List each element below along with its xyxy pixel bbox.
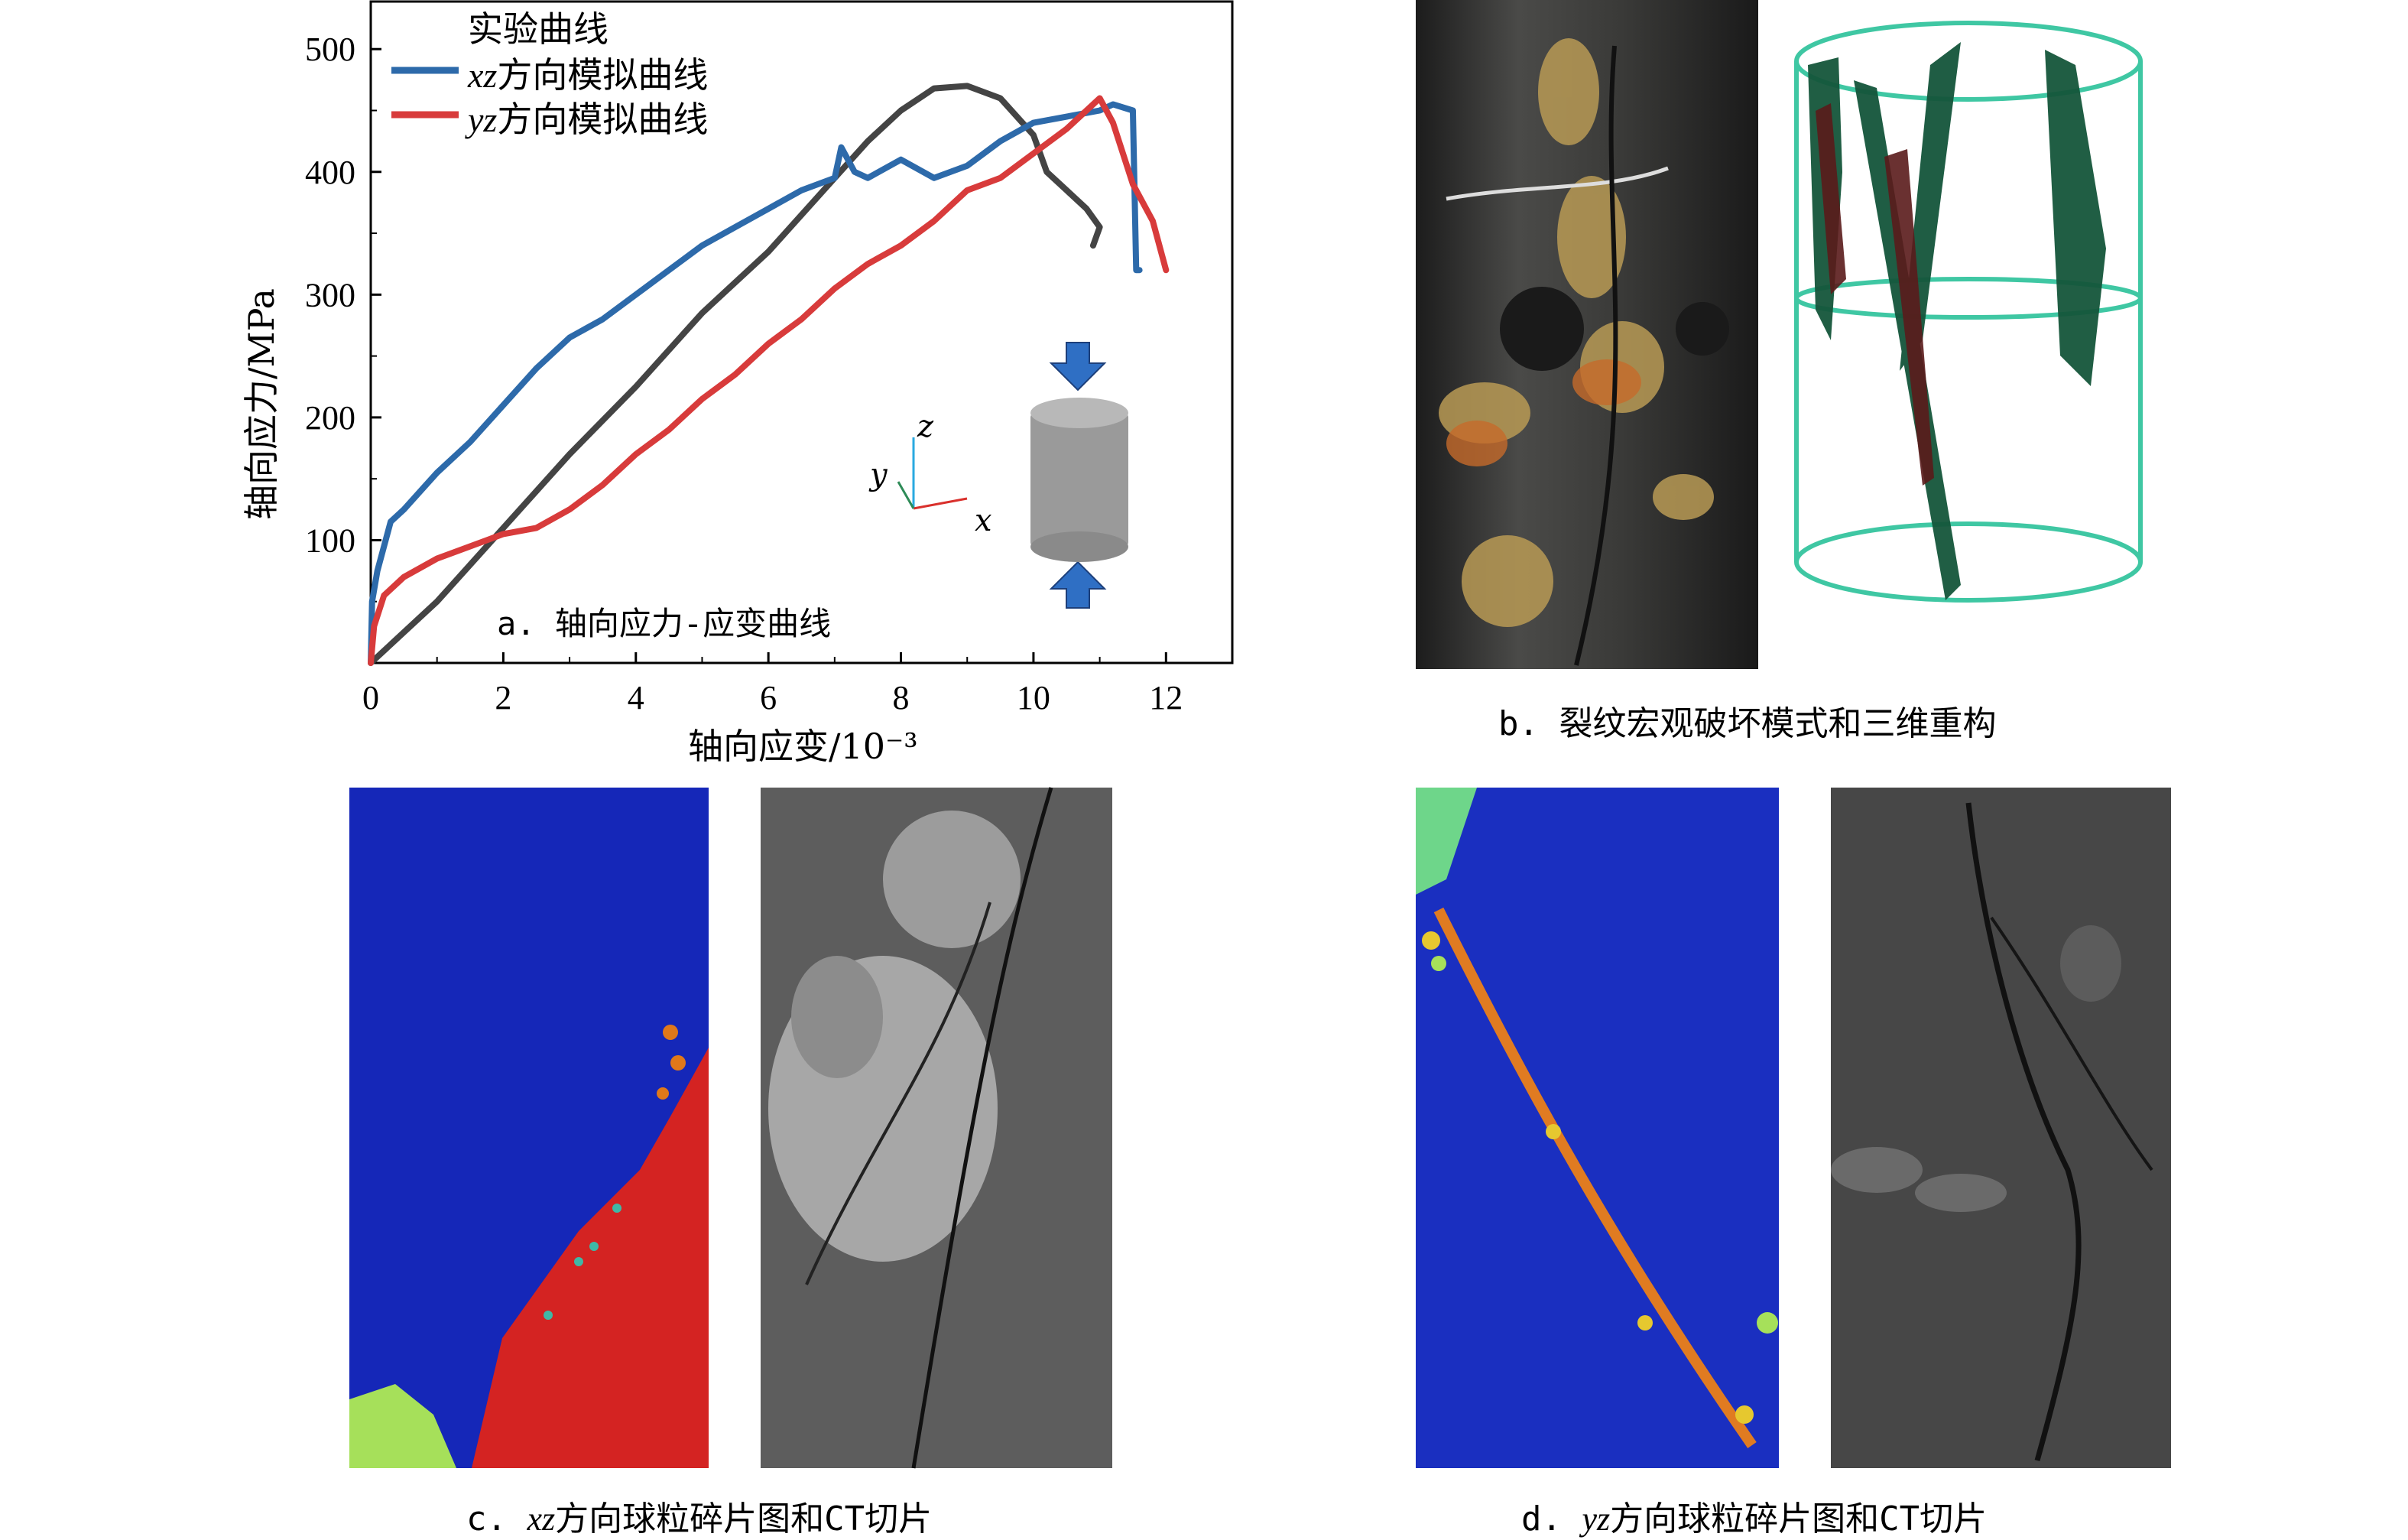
plot-frame — [369, 0, 1234, 664]
y-tick-label: 400 — [305, 154, 355, 191]
load-arrow-up-icon — [1049, 560, 1107, 609]
caption-b: b. 裂纹宏观破坏模式和三维重构 — [1498, 704, 1997, 743]
panel-b: b. 裂纹宏观破坏模式和三维重构 — [1407, 0, 2408, 765]
x-tick-label: 8 — [893, 679, 910, 716]
legend-entry-experiment: 实验曲线 — [468, 8, 608, 50]
y-axis-label: 轴向应力/MPa — [241, 288, 282, 520]
series-line-1 — [368, 101, 1143, 666]
y-tick-label: 300 — [305, 276, 355, 314]
y-tick-label: 500 — [305, 31, 355, 68]
x-axis-arrow-icon — [913, 497, 968, 510]
specimen-cylinder-icon — [1030, 413, 1128, 547]
panel-a-inner-label: a. 轴向应力-应变曲线 — [497, 605, 832, 642]
x-tick-label: 10 — [1017, 679, 1050, 716]
series-line-2 — [368, 95, 1170, 666]
x-tick-label: 6 — [760, 679, 777, 716]
specimen-bottom-icon — [1030, 531, 1128, 562]
axis-letter-x: x — [975, 503, 992, 538]
3d-reconstruction — [1794, 21, 2143, 603]
axis-letter-y: y — [870, 457, 888, 492]
xz-ct-slice — [761, 787, 1112, 1469]
y-tick-label: 100 — [305, 521, 355, 559]
x-tick-label: 12 — [1149, 679, 1183, 716]
xz-particle-fragment-map — [349, 788, 709, 1468]
y-axis-arrow-icon — [897, 481, 915, 509]
panel-c: c. xz方向球粒碎片图和CT切片 — [0, 787, 1204, 1538]
x-tick-label: 4 — [628, 679, 644, 716]
yz-particle-fragment-map — [1416, 788, 1779, 1468]
y-tick-label: 200 — [305, 399, 355, 437]
panel-a: 0 2 4 6 8 10 12 100 200 300 400 500 轴向应力/MPa 轴向应变/1… — [0, 0, 1254, 767]
x-axis-label: 轴向应变/10⁻³ — [688, 726, 918, 767]
load-arrow-down-icon — [1049, 342, 1107, 391]
specimen-top-icon — [1030, 398, 1128, 428]
panel-d: d. yz方向球粒碎片图和CT切片 — [1407, 788, 2408, 1538]
stress-strain-chart: 0 2 4 6 8 10 12 100 200 300 400 500 — [305, 0, 1234, 716]
caption-d: d. yz方向球粒碎片图和CT切片 — [1521, 1499, 1988, 1538]
rock-core-photo — [1416, 0, 1758, 669]
axis-letter-z: z — [917, 409, 934, 444]
legend-entry-xz: xz方向模拟曲线 — [468, 54, 709, 96]
series-line-0 — [368, 83, 1103, 666]
yz-ct-slice — [1831, 788, 2171, 1468]
caption-c: c. xz方向球粒碎片图和CT切片 — [466, 1499, 933, 1538]
x-tick-label: 2 — [495, 679, 511, 716]
x-tick-label: 0 — [362, 679, 379, 716]
legend-entry-yz: yz方向模拟曲线 — [468, 99, 709, 140]
